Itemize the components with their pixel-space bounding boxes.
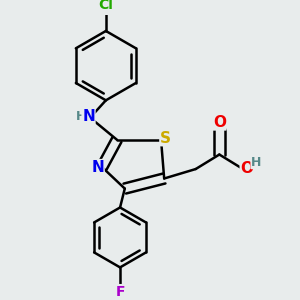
Text: N: N (82, 109, 95, 124)
Text: O: O (240, 161, 253, 176)
Text: O: O (213, 115, 226, 130)
Text: H: H (76, 110, 86, 123)
Text: N: N (91, 160, 104, 175)
Text: H: H (251, 156, 261, 169)
Text: F: F (115, 285, 125, 299)
Text: S: S (160, 130, 171, 146)
Text: Cl: Cl (98, 0, 113, 12)
